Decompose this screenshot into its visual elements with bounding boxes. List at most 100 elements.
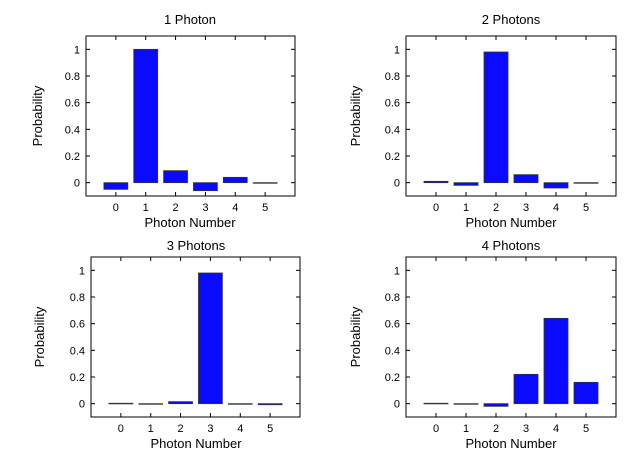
bar-3 <box>513 174 539 184</box>
y-axis: 0 0.2 0.4 0.6 0.8 1 <box>385 44 616 190</box>
plot-frame <box>90 256 301 418</box>
bars <box>423 317 599 407</box>
chart-title: 3 Photons <box>167 238 226 253</box>
x-axis: 0 1 2 3 4 5 <box>118 257 273 435</box>
panel-2-photons: 2 Photons 0 0.2 0.4 0.6 0.8 1 0 1 2 3 4 5 Photon N… <box>348 12 617 230</box>
x-tick-label: 3 <box>523 423 529 435</box>
bar-4 <box>227 403 253 405</box>
y-tick-label: 1 <box>74 44 80 56</box>
y-tick-label: 0 <box>74 178 80 190</box>
y-tick-label: 0.4 <box>65 124 80 136</box>
bar-3 <box>513 373 539 405</box>
x-tick-label: 1 <box>143 202 149 214</box>
y-axis-label: Probability <box>32 306 47 367</box>
bar-2 <box>163 170 188 184</box>
bar-1 <box>138 403 164 405</box>
panel-3-photons: 3 Photons 0 0.2 0.4 0.6 0.8 1 0 1 2 3 4 5 Photon N… <box>32 238 301 451</box>
x-tick-label: 4 <box>232 202 238 214</box>
bar-1 <box>133 48 159 184</box>
x-tick-label: 0 <box>113 202 119 214</box>
x-tick-label: 5 <box>583 423 589 435</box>
bar-2 <box>168 401 193 405</box>
bar-4 <box>543 317 569 405</box>
bar-1 <box>453 403 479 405</box>
y-tick-label: 0.8 <box>65 71 80 83</box>
y-tick-label: 0.6 <box>385 319 400 331</box>
bar-3 <box>193 182 218 192</box>
y-tick-label: 0.8 <box>385 71 400 83</box>
x-tick-label: 3 <box>207 423 213 435</box>
x-axis-label: Photon Number <box>144 215 236 230</box>
panel-1-photon: 1 Photon 0 0.2 0.4 0.6 0.8 1 0 1 2 3 4 5 Photon Nu… <box>30 12 296 230</box>
bar-5 <box>257 403 283 406</box>
bar-2 <box>483 403 509 407</box>
x-tick-label: 3 <box>523 202 529 214</box>
bar-5 <box>573 381 599 405</box>
bars <box>423 51 599 189</box>
y-tick-label: 0.6 <box>70 319 85 331</box>
bar-0 <box>423 180 449 184</box>
x-axis-label: Photon Number <box>465 436 557 451</box>
x-tick-label: 5 <box>262 202 268 214</box>
bar-0 <box>108 402 134 405</box>
x-tick-label: 3 <box>202 202 208 214</box>
y-tick-label: 0.2 <box>65 151 80 163</box>
x-axis: 0 1 2 3 4 5 <box>433 36 589 214</box>
x-tick-label: 1 <box>463 202 469 214</box>
x-tick-label: 0 <box>433 423 439 435</box>
y-tick-label: 0 <box>79 399 85 411</box>
chart-title: 1 Photon <box>164 12 216 27</box>
bar-0 <box>103 182 129 190</box>
y-tick-label: 0.2 <box>385 151 400 163</box>
x-tick-label: 5 <box>583 202 589 214</box>
plot-frame <box>405 35 617 197</box>
y-tick-label: 0 <box>394 178 400 190</box>
y-tick-label: 0.4 <box>385 345 400 357</box>
x-tick-label: 0 <box>433 202 439 214</box>
plot-frame <box>405 256 617 418</box>
y-tick-label: 0.4 <box>70 345 85 357</box>
x-axis: 0 1 2 3 4 5 <box>113 36 268 214</box>
y-axis: 0 0.2 0.4 0.6 0.8 1 <box>65 44 295 190</box>
bar-3 <box>198 272 223 405</box>
x-tick-label: 4 <box>553 423 559 435</box>
bar-0 <box>423 402 449 405</box>
x-tick-label: 4 <box>553 202 559 214</box>
bar-2 <box>483 51 509 184</box>
bar-5 <box>573 182 599 184</box>
x-tick-label: 2 <box>178 423 184 435</box>
y-axis: 0 0.2 0.4 0.6 0.8 1 <box>70 265 300 411</box>
bars <box>103 48 278 192</box>
y-tick-label: 1 <box>394 44 400 56</box>
bar-4 <box>543 182 569 189</box>
y-tick-label: 1 <box>394 265 400 277</box>
y-tick-label: 0.6 <box>385 98 400 110</box>
x-tick-label: 2 <box>493 423 499 435</box>
x-tick-label: 2 <box>173 202 179 214</box>
plot-frame <box>85 35 296 197</box>
y-tick-label: 0.2 <box>70 372 85 384</box>
y-tick-label: 0.8 <box>385 292 400 304</box>
y-tick-label: 0.4 <box>385 124 400 136</box>
x-tick-label: 1 <box>148 423 154 435</box>
x-tick-label: 1 <box>463 423 469 435</box>
chart-title: 4 Photons <box>482 238 541 253</box>
y-axis-label: Probability <box>348 85 363 146</box>
x-tick-label: 4 <box>237 423 243 435</box>
x-tick-label: 5 <box>267 423 273 435</box>
panel-4-photons: 4 Photons 0 0.2 0.4 0.6 0.8 1 0 1 2 3 4 5 Photon N… <box>348 238 617 451</box>
y-tick-label: 0.6 <box>65 98 80 110</box>
chart-title: 2 Photons <box>482 12 541 27</box>
x-axis-label: Photon Number <box>465 215 557 230</box>
x-axis-label: Photon Number <box>150 436 242 451</box>
bar-1 <box>453 182 479 186</box>
y-tick-label: 0.8 <box>70 292 85 304</box>
y-axis-label: Probability <box>30 85 45 146</box>
y-tick-label: 0 <box>394 399 400 411</box>
bars <box>108 272 283 406</box>
y-tick-label: 1 <box>79 265 85 277</box>
y-axis-label: Probability <box>348 306 363 367</box>
x-tick-label: 0 <box>118 423 124 435</box>
bar-4 <box>222 176 248 184</box>
